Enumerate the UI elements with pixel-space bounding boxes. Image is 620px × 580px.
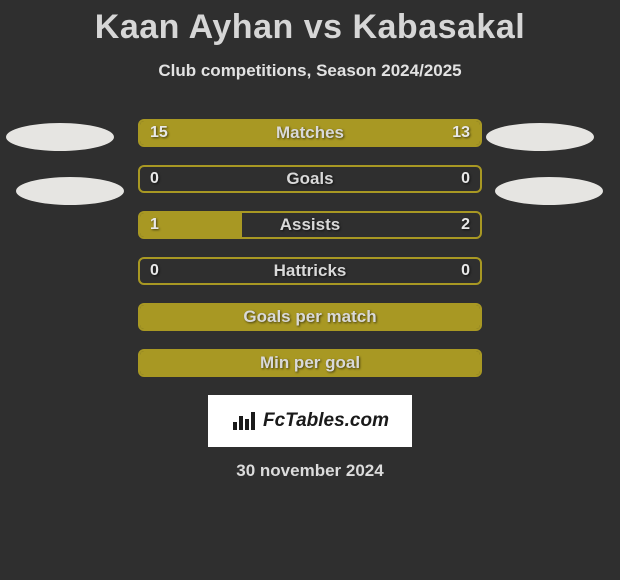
- avatar-placeholder: [6, 123, 114, 151]
- page-title: Kaan Ayhan vs Kabasakal: [0, 0, 620, 47]
- stat-value-right: 13: [452, 121, 470, 145]
- stat-value-right: 2: [461, 213, 470, 237]
- stat-value-right: 0: [461, 259, 470, 283]
- stat-label: Assists: [140, 213, 480, 237]
- stat-bar: Goals per match: [138, 303, 482, 331]
- stat-value-left: 1: [150, 213, 159, 237]
- comparison-bars: Matches1513Goals00Assists12Hattricks00Go…: [138, 119, 482, 377]
- logo-rest: Tables.com: [285, 410, 389, 431]
- stat-label: Goals: [140, 167, 480, 191]
- stat-value-left: 0: [150, 167, 159, 191]
- stat-bar: Goals0 0: [138, 165, 482, 193]
- stat-bar: Matches15 13: [138, 119, 482, 147]
- stat-bar: Min per goal: [138, 349, 482, 377]
- stat-label: Hattricks: [140, 259, 480, 283]
- stat-bar: Assists1 2: [138, 211, 482, 239]
- snapshot-date: 30 november 2024: [0, 461, 620, 481]
- stat-value-right: 0: [461, 167, 470, 191]
- avatar-placeholder: [16, 177, 124, 205]
- stat-label: Matches: [140, 121, 480, 145]
- stat-bar: Hattricks0 0: [138, 257, 482, 285]
- stat-label: Min per goal: [140, 351, 480, 375]
- avatar-placeholder: [486, 123, 594, 151]
- logo-text: FcTables.com: [263, 410, 389, 432]
- stat-value-left: 15: [150, 121, 168, 145]
- avatar-placeholder: [495, 177, 603, 205]
- logo-fc: Fc: [263, 410, 285, 431]
- fctables-logo: FcTables.com: [208, 395, 412, 447]
- stat-value-left: 0: [150, 259, 159, 283]
- bar-chart-icon: [231, 410, 257, 432]
- page-subtitle: Club competitions, Season 2024/2025: [0, 61, 620, 81]
- stat-label: Goals per match: [140, 305, 480, 329]
